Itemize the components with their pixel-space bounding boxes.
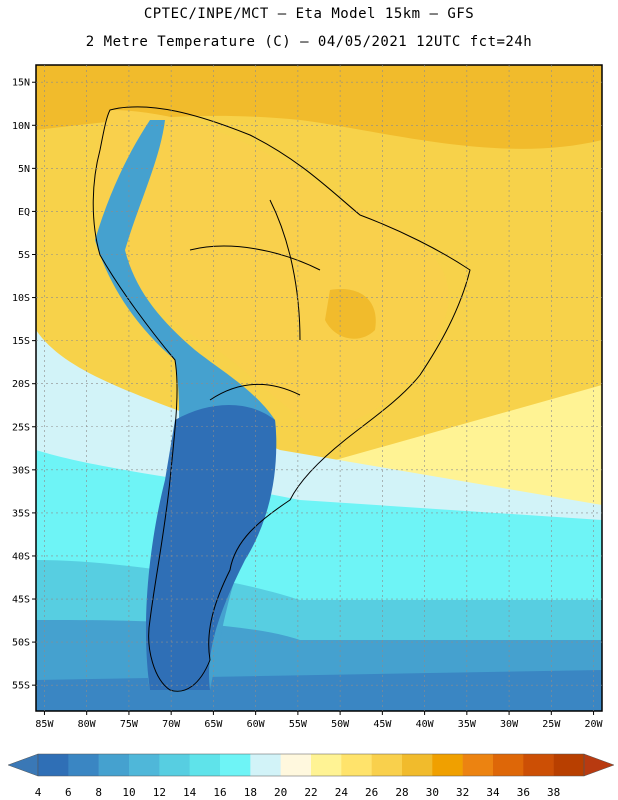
colorbar-label: 30 [426,786,439,799]
title-line-2: 2 Metre Temperature (C) – 04/05/2021 12U… [85,34,533,50]
colorbar-label: 10 [122,786,135,799]
temperature-field [36,65,602,711]
lat-tick-label: 20S [12,379,30,390]
lat-tick-label: 10N [12,121,30,132]
colorbar-label: 34 [486,786,500,799]
colorbar-label: 38 [547,786,560,799]
colorbar-label: 36 [517,786,530,799]
lat-tick-label: 55S [12,681,30,692]
map-frame [35,64,603,712]
colorbar-low-arrow [7,753,39,777]
coastline [92,106,471,692]
colorbar-label: 24 [335,786,349,799]
lat-tick-label: 50S [12,638,30,649]
colorbar-border [37,753,585,777]
colorbar-swatch [553,754,585,776]
colorbar-swatch [432,754,463,776]
patagonia-cold [145,405,277,690]
lon-tick-label: 85W [35,719,54,730]
colorbar-label: 32 [456,786,469,799]
colorbar-swatch [38,754,69,776]
colorbar-label: 6 [65,786,72,799]
lon-tick-label: 75W [120,719,139,730]
colorbar [7,753,615,777]
lon-tick-label: 35W [458,719,477,730]
colorbar-swatch [98,754,130,776]
colorbar-label: 16 [213,786,226,799]
colorbar-label: 20 [274,786,287,799]
lon-tick-label: 30W [500,719,519,730]
colorbar-label: 4 [35,786,42,799]
colorbar-labels: 4 6 8 10 12 14 16 18 20 22 24 26 28 30 32 34 36 38 [35,786,561,799]
colorbar-swatch [523,754,554,776]
lon-tick-label: 50W [331,719,350,730]
lon-tick-label: 25W [542,719,561,730]
lon-tick-label: 80W [78,719,97,730]
colorbar-swatch [220,754,251,776]
colorbar-label: 12 [153,786,166,799]
colorbar-swatch [371,754,403,776]
colorbar-swatch [129,754,160,776]
colorbar-label: 14 [183,786,197,799]
colorbar-swatch [280,754,312,776]
lon-tick-label: 40W [416,719,435,730]
colorbar-swatch [189,754,221,776]
colorbar-swatch [493,754,524,776]
lon-tick-label: 70W [162,719,181,730]
colorbar-label: 8 [95,786,102,799]
colorbar-label: 18 [244,786,257,799]
band-north-warm [36,65,602,149]
colorbar-swatch [250,754,281,776]
colorbar-swatch [341,754,372,776]
lon-tick-label: 20W [585,719,604,730]
colorbar-label: 26 [365,786,378,799]
colorbar-swatch [402,754,433,776]
lon-tick-label: 45W [373,719,392,730]
colorbar-label: 28 [395,786,408,799]
lon-tick-label: 60W [247,719,266,730]
lon-tick-label: 65W [204,719,223,730]
lat-tick-label: 30S [12,465,30,476]
longitude-labels: 85W 80W 75W 70W 65W 60W 55W 50W 45W 40W 35W 30W 25W 2… [35,719,603,730]
lon-tick-label: 55W [289,719,308,730]
colorbar-swatch [159,754,190,776]
lat-tick-label: 15S [12,336,30,347]
colorbar-high-arrow [583,753,615,777]
lat-tick-label: 5S [18,250,30,261]
colorbar-label: 22 [304,786,317,799]
title-line-1: CPTEC/INPE/MCT – Eta Model 15km – GFS [143,6,475,22]
graticule [32,65,602,715]
colorbar-swatch [68,754,99,776]
lat-tick-label: 10S [12,293,30,304]
lat-tick-label: 40S [12,551,30,562]
lat-tick-label: 15N [12,78,30,89]
latitude-labels: 15N 10N 5N EQ 5S 10S 15S 20S 25S 30S 35S 40S 45S 50S 5… [12,78,30,692]
colorbar-swatch [311,754,342,776]
colorbar-swatch [462,754,494,776]
lat-tick-label: 45S [12,595,30,606]
lat-tick-label: EQ [18,207,30,218]
land-hot-spot [325,289,376,339]
land-warm-zone [94,110,449,430]
lat-tick-label: 35S [12,508,30,519]
lat-tick-label: 5N [18,164,30,175]
lat-tick-label: 25S [12,422,30,433]
